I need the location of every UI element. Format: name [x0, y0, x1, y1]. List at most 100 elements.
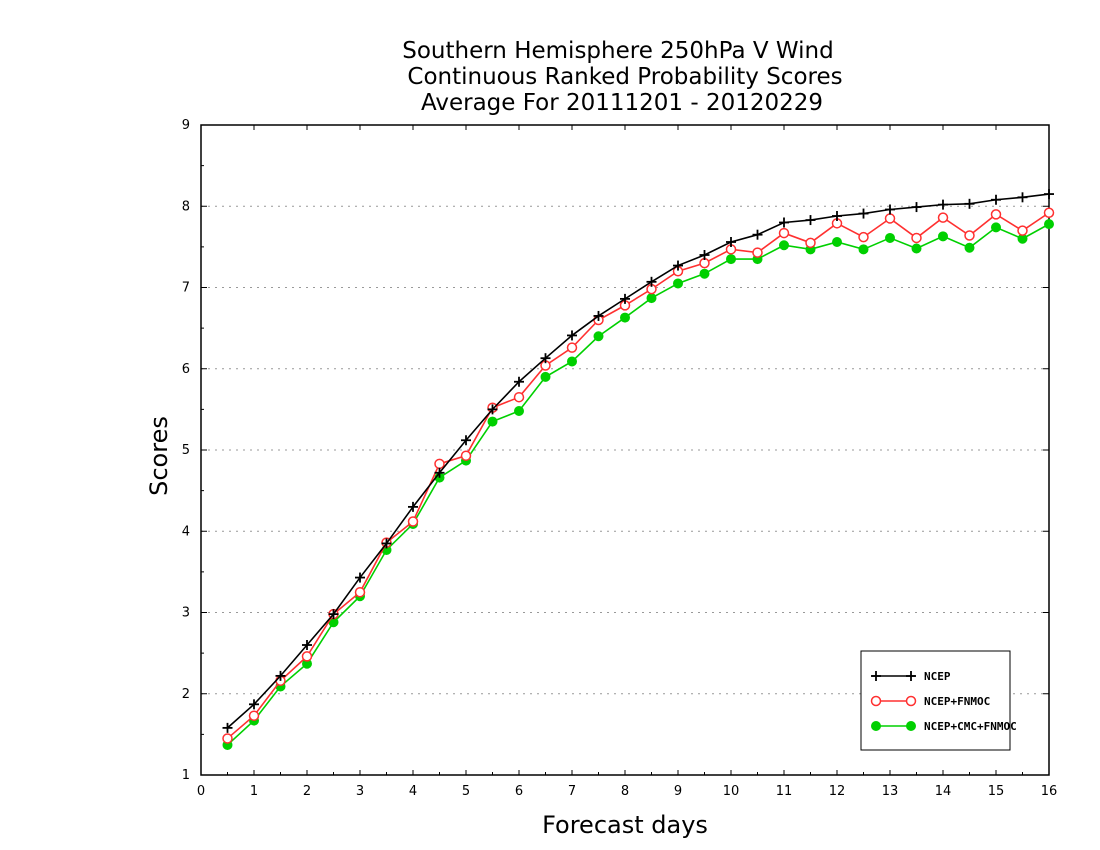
data-point: [514, 406, 524, 416]
data-point: [1017, 225, 1028, 236]
legend-marker-left: [871, 671, 881, 681]
x-tick-label: 15: [988, 784, 1005, 799]
series-ncep-fnmoc: [222, 207, 1055, 744]
legend-label: NCEP: [924, 670, 951, 683]
data-point: [938, 199, 948, 210]
x-tick-label: 6: [515, 784, 523, 799]
y-tick-label: 7: [182, 281, 190, 296]
data-point: [1044, 219, 1054, 230]
data-point: [858, 208, 869, 219]
data-point: [460, 450, 472, 461]
x-tick-label: 1: [250, 784, 258, 799]
data-point: [434, 458, 445, 470]
data-point: [1017, 192, 1028, 203]
data-point: [911, 232, 922, 244]
data-point: [699, 250, 710, 260]
data-point: [805, 215, 816, 226]
y-tick-label: 6: [182, 362, 190, 377]
data-point: [593, 310, 604, 321]
data-point: [567, 356, 577, 367]
data-point: [381, 538, 392, 549]
data-point: [646, 293, 657, 304]
data-point: [699, 268, 710, 279]
chart-title-line-3: Average For 20111201 - 20120229: [421, 90, 823, 116]
data-point: [991, 222, 1001, 233]
y-tick-label: 9: [182, 118, 190, 133]
legend-marker-right: [905, 695, 917, 707]
x-tick-label: 2: [303, 784, 311, 799]
series-layer: [222, 189, 1055, 750]
data-point: [858, 244, 869, 255]
y-tick-label: 3: [182, 606, 190, 621]
legend-marker-left: [871, 721, 881, 731]
data-point: [752, 229, 763, 240]
data-point: [328, 609, 339, 620]
data-point: [540, 353, 551, 364]
data-point: [567, 330, 577, 341]
data-point: [778, 227, 790, 239]
series-ncep: [222, 189, 1054, 733]
x-axis-label: Forecast days: [542, 811, 708, 839]
legend-marker-right: [906, 721, 916, 731]
legend-item: NCEP+FNMOC: [870, 695, 990, 708]
legend-label: NCEP+FNMOC: [924, 695, 990, 708]
x-tick-label: 16: [1041, 784, 1058, 799]
y-tick-label: 5: [182, 443, 190, 458]
data-point: [779, 217, 789, 228]
data-point: [620, 312, 630, 323]
data-point: [911, 202, 922, 213]
x-tick-label: 8: [621, 784, 629, 799]
data-point: [302, 640, 312, 650]
data-point: [832, 237, 842, 247]
legend-item: NCEP: [871, 670, 951, 683]
data-point: [355, 572, 365, 583]
x-axis-ticks: 0 1 2 3 4 5 6 7 8 9 10 11 12 13 14 15 16: [197, 125, 1057, 799]
y-tick-label: 2: [182, 687, 190, 702]
legend: NCEP NCEP+FNMOC NCEP+CMC+FNMOC: [860, 650, 1017, 751]
x-tick-label: 3: [356, 784, 364, 799]
data-point: [911, 243, 922, 254]
y-axis-ticks: 1 2 3 4 5 6 7 8 9: [182, 118, 1049, 783]
y-tick-label: 8: [182, 199, 190, 214]
data-point: [673, 278, 683, 289]
data-point: [779, 240, 789, 251]
x-tick-label: 5: [462, 784, 470, 799]
data-point: [222, 722, 233, 733]
data-point: [1043, 207, 1055, 218]
legend-item: NCEP+CMC+FNMOC: [871, 720, 1017, 733]
data-point: [248, 710, 260, 721]
data-point: [540, 371, 551, 382]
data-point: [673, 260, 683, 271]
data-point: [752, 247, 763, 258]
data-point: [964, 230, 975, 241]
x-tick-label: 10: [723, 784, 740, 799]
data-point: [354, 586, 366, 598]
data-point: [646, 276, 657, 287]
y-axis-label: Scores: [145, 416, 173, 496]
data-point: [487, 416, 498, 427]
data-point: [301, 651, 313, 662]
legend-marker-left: [870, 695, 882, 707]
data-point: [964, 242, 975, 253]
x-tick-label: 13: [882, 784, 899, 799]
data-point: [858, 231, 869, 243]
data-point: [487, 404, 498, 415]
data-point: [222, 733, 233, 744]
data-point: [566, 342, 578, 353]
data-point: [832, 211, 842, 221]
chart-title-line-2: Continuous Ranked Probability Scores: [407, 64, 842, 90]
data-point: [964, 198, 975, 209]
legend-marker-right: [906, 671, 916, 681]
x-tick-label: 7: [568, 784, 576, 799]
chart-title: Southern Hemisphere 250hPa V Wind Contin…: [402, 38, 842, 116]
data-point: [805, 237, 816, 249]
data-point: [513, 391, 525, 403]
data-point: [593, 331, 604, 342]
data-point: [1044, 189, 1054, 200]
data-point: [991, 194, 1001, 205]
data-point: [885, 232, 895, 243]
x-tick-label: 0: [197, 784, 205, 799]
data-point: [937, 212, 949, 223]
series-line: [226, 193, 1050, 729]
